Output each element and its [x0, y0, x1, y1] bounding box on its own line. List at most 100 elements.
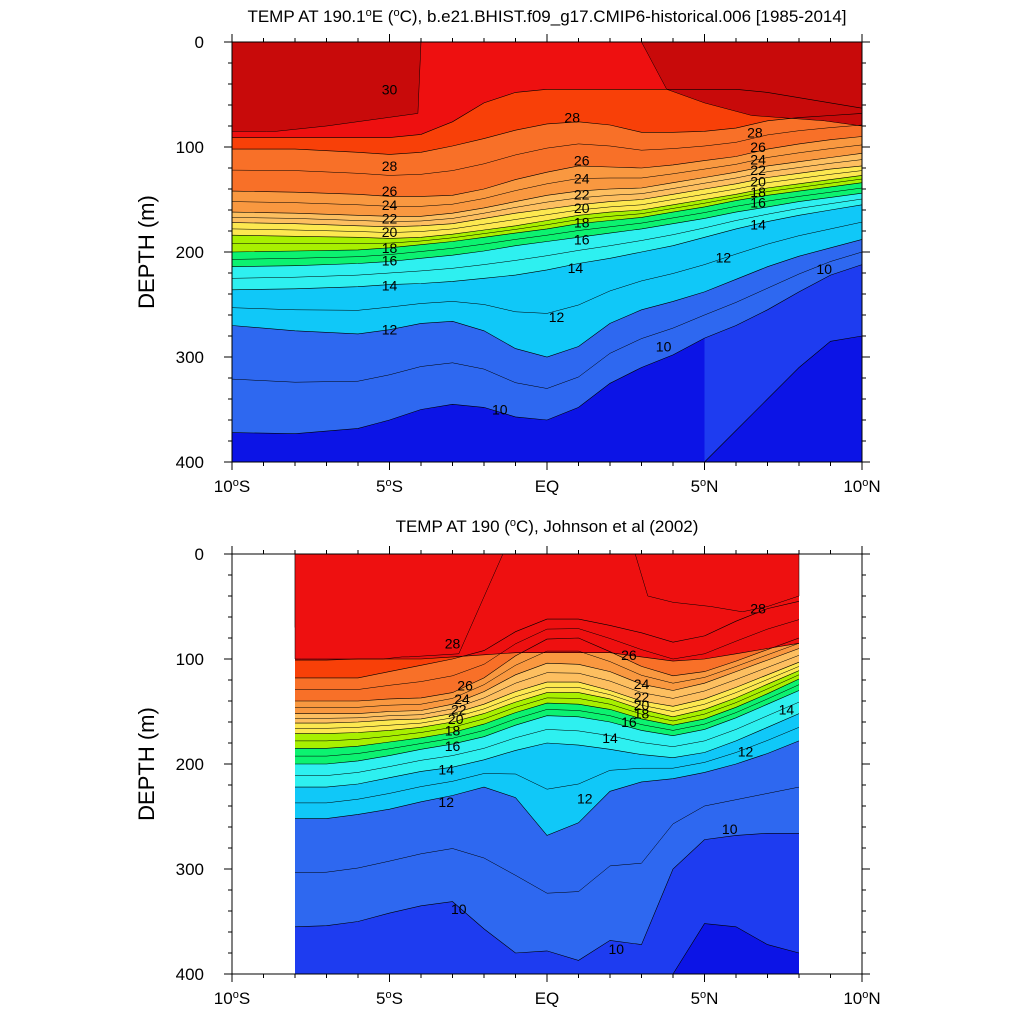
- contour-labels: 2826242220181614121026242220181614121028…: [438, 601, 794, 957]
- y-tick-label: 0: [195, 545, 204, 564]
- contour-label: 24: [454, 691, 470, 707]
- x-tick-label: 5oN: [691, 989, 719, 1008]
- contour-label: 24: [750, 152, 766, 168]
- isotherm-14: [295, 713, 800, 788]
- isotherm-10: [294, 832, 799, 961]
- y-tick-label: 400: [176, 965, 204, 984]
- isotherm-19: [295, 674, 800, 742]
- isotherm-25: [295, 643, 800, 708]
- isotherm-11: [231, 251, 863, 389]
- contour-label: 14: [438, 761, 454, 777]
- warm-pool-30-0: [231, 41, 422, 132]
- contour-label: 20: [574, 200, 590, 216]
- y-tick-label: 100: [176, 650, 204, 669]
- isotherm-17: [231, 187, 863, 260]
- contour-label: 12: [549, 309, 565, 325]
- contour-label: 10: [656, 339, 672, 355]
- x-tick-label: 10oS: [214, 989, 250, 1008]
- contour-label: 28: [564, 110, 580, 126]
- isotherm-18: [231, 182, 863, 253]
- contour-label: 10: [492, 402, 508, 418]
- contour-label: 10: [451, 901, 467, 917]
- isotherm-29: [295, 643, 800, 662]
- panel-observations: 2826242220181614121026242220181614121028…: [134, 517, 881, 1008]
- isotherm-22: [231, 165, 863, 228]
- y-tick-label: 300: [176, 860, 204, 879]
- y-axis: 0 100 200 300 400 DEPTH (m): [134, 545, 870, 984]
- y-tick-label: 400: [176, 453, 204, 472]
- y-tick-label: 300: [176, 348, 204, 367]
- contour-label: 22: [634, 689, 650, 705]
- contour-label: 10: [816, 261, 832, 277]
- isotherm-12: [295, 740, 800, 836]
- contour-label: 10: [609, 941, 625, 957]
- contour-label: 14: [779, 701, 795, 717]
- contour-label: 22: [382, 210, 398, 226]
- isotherm-24: [231, 153, 863, 217]
- y-tick-label: 0: [195, 33, 204, 52]
- x-tick-label: 5oN: [691, 477, 719, 496]
- contour-label: 18: [634, 706, 650, 722]
- isotherm-lines: [294, 601, 800, 975]
- isotherm-lines: [231, 89, 863, 463]
- isotherm-27: [231, 124, 863, 176]
- contour-label: 14: [750, 217, 766, 233]
- isotherm-18: [295, 678, 800, 749]
- isotherm-17: [295, 684, 800, 757]
- contour-label: 18: [445, 722, 461, 738]
- contour-label: 12: [716, 249, 732, 265]
- contour-label: 28: [747, 124, 763, 140]
- contour-label: 22: [574, 186, 590, 202]
- isotherm-19: [232, 178, 863, 244]
- contour-label: 12: [577, 791, 593, 807]
- isotherm-23: [231, 159, 863, 222]
- contour-label: 24: [634, 676, 650, 692]
- isotherm-16: [231, 192, 863, 267]
- isotherm-15: [295, 701, 800, 776]
- isotherm-26: [231, 136, 863, 197]
- isotherm-29: [232, 89, 863, 138]
- isotherm-27: [295, 619, 800, 690]
- contour-label: 24: [574, 171, 590, 187]
- contour-label: 20: [634, 697, 650, 713]
- isotherm-16: [295, 690, 800, 765]
- contour-fills: [294, 553, 800, 974]
- contour-label: 12: [382, 322, 398, 338]
- isotherm-25: [231, 144, 863, 207]
- contour-label: 14: [568, 260, 584, 276]
- contour-labels: 3028262422201816141210282624222018161412…: [382, 81, 832, 417]
- contour-label: 28: [445, 635, 461, 651]
- contour-label: 26: [750, 139, 766, 155]
- x-tick-label: 10oN: [843, 989, 880, 1008]
- isotherm-28: [232, 113, 863, 155]
- isotherm-10: [231, 264, 863, 435]
- contour-label: 14: [602, 730, 618, 746]
- x-tick-label: 10oN: [843, 477, 880, 496]
- isotherm-26: [295, 637, 800, 702]
- isotherm-21: [295, 666, 800, 729]
- x-tick-label: EQ: [535, 989, 560, 1008]
- contour-label: 14: [382, 278, 398, 294]
- contour-label: 12: [738, 743, 754, 759]
- chart-title: TEMP AT 190.1oE (oC), b.e21.BHIST.f09_g1…: [247, 7, 846, 26]
- x-tick-label: 10oS: [214, 477, 250, 496]
- isotherm-13: [295, 727, 800, 804]
- contour-label: 20: [382, 224, 398, 240]
- contour-label: 16: [574, 231, 590, 247]
- isotherm-9: [704, 335, 863, 463]
- contour-label: 20: [750, 174, 766, 190]
- contour-label: 28: [382, 158, 398, 174]
- x-tick-label: 5oS: [376, 477, 403, 496]
- isotherm-22: [295, 661, 800, 724]
- x-tick-label: EQ: [535, 477, 560, 496]
- contour-label: 18: [382, 240, 398, 256]
- y-axis-label: DEPTH (m): [134, 707, 159, 821]
- warm-pool-29-2: [634, 553, 800, 613]
- contour-label: 16: [382, 252, 398, 268]
- contour-label: 18: [750, 184, 766, 200]
- y-tick-label: 200: [176, 755, 204, 774]
- isotherm-15: [231, 198, 863, 279]
- contour-label: 26: [621, 647, 637, 663]
- x-axis: 10oS 5oS EQ 5oN 10oN: [214, 546, 881, 1008]
